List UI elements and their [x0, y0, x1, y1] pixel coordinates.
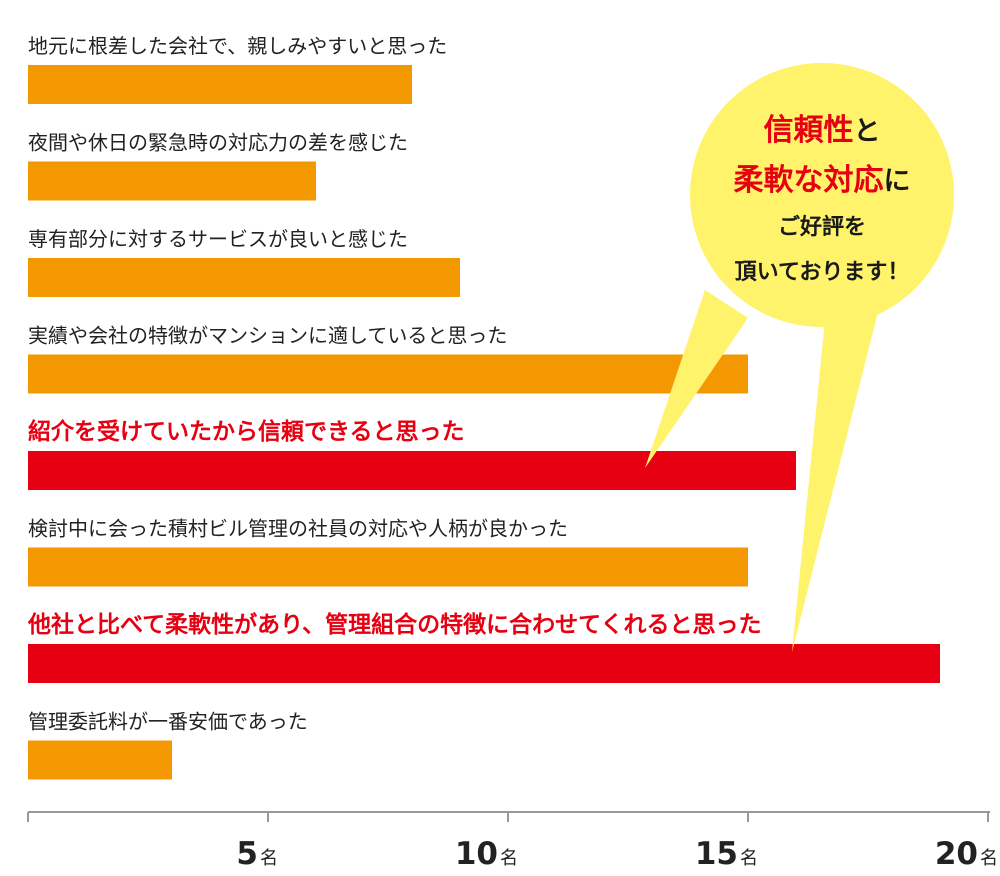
callout-line: 柔軟な対応に [734, 163, 911, 198]
bar-label: 管理委託料が一番安価であった [28, 710, 308, 734]
bar [28, 161, 316, 201]
callout-text: に [884, 166, 911, 197]
bar [28, 258, 460, 297]
bar-label: 専有部分に対するサービスが良いと感じた [28, 227, 408, 251]
callout-circle [690, 63, 954, 327]
bar [28, 354, 748, 394]
callout-line: ご好評を [778, 214, 866, 240]
x-axis: 5 名 10 名 15 名 20 名 [27, 811, 998, 872]
x-tick-label: 5 [236, 836, 258, 872]
callout-tail [792, 312, 878, 652]
bar-label: 地元に根差した会社で、親しみやすいと思った [28, 34, 447, 58]
callout-text: 頂いております！ [735, 260, 910, 285]
x-tick-unit: 名 [980, 848, 998, 869]
bar [28, 547, 748, 587]
x-tick-unit: 名 [500, 848, 518, 869]
bar [28, 740, 172, 780]
bar [28, 451, 796, 490]
x-tick-label: 10 [455, 836, 498, 872]
callout-text: 信頼性 [764, 113, 854, 148]
bar-label: 実績や会社の特徴がマンションに適していると思った [28, 324, 507, 348]
x-tick-unit: 名 [260, 848, 278, 869]
bar-label: 紹介を受けていたから信頼できると思った [28, 418, 465, 445]
callout-tail [645, 290, 748, 468]
callout-text: ご好評を [778, 214, 866, 240]
bars-group: 地元に根差した会社で、親しみやすいと思った夜間や休日の緊急時の対応力の差を感じた… [27, 34, 940, 780]
callout-text: 柔軟な対応 [734, 163, 884, 198]
x-tick-label: 15 [695, 836, 738, 872]
bar-label: 他社と比べて柔軟性があり、管理組合の特徴に合わせてくれると思った [27, 611, 761, 638]
bar-label: 検討中に会った積村ビル管理の社員の対応や人柄が良かった [28, 517, 568, 541]
callout-line: 信頼性と [764, 113, 881, 148]
bar [28, 644, 940, 683]
callout-line: 頂いております！ [735, 260, 910, 285]
bar [28, 65, 412, 104]
callout-text: と [854, 116, 881, 147]
x-tick-unit: 名 [740, 848, 758, 869]
x-tick-label: 20 [935, 836, 978, 872]
bar-label: 夜間や休日の緊急時の対応力の差を感じた [28, 131, 408, 155]
